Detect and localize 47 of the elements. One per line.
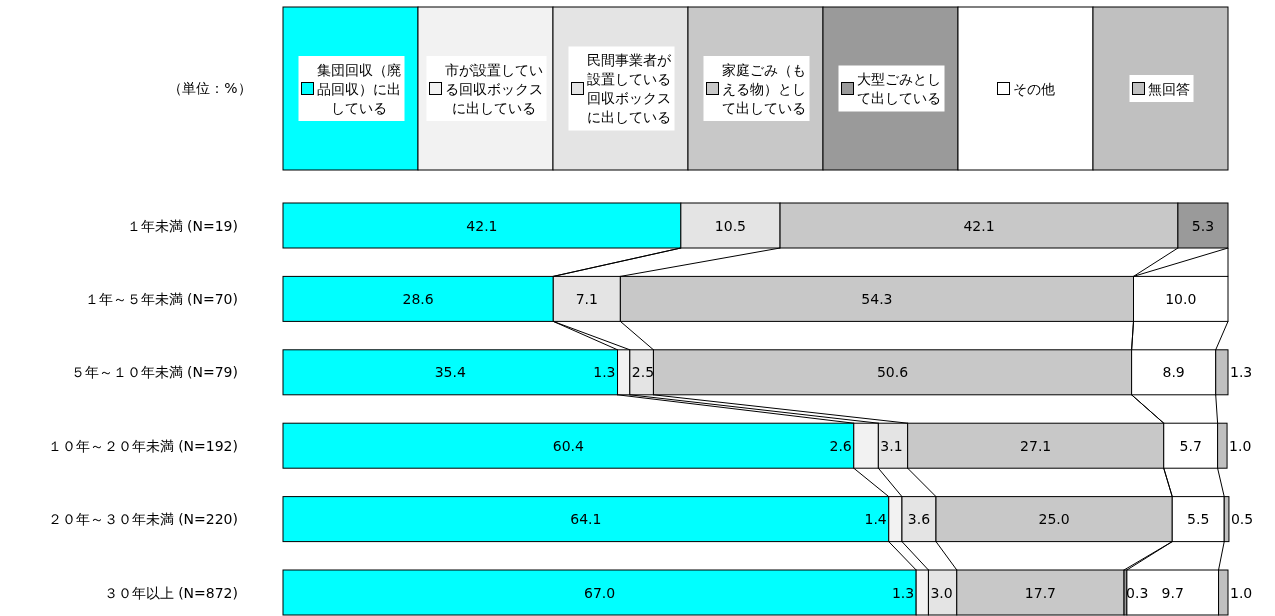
data-label: 1.4 <box>864 511 887 528</box>
data-label: 5.7 <box>1179 437 1202 454</box>
text: （単位：%） <box>168 80 252 96</box>
data-label: 0.3 <box>1126 584 1149 601</box>
data-label: 17.7 <box>1024 584 1056 601</box>
data-label: 10.0 <box>1165 290 1197 307</box>
y-tick-label: ２０年～３０年未満 (N=220) <box>47 511 238 528</box>
data-label: 3.6 <box>907 511 931 528</box>
data-label: 0.5 <box>1230 511 1254 528</box>
data-label: 5.5 <box>1187 511 1210 528</box>
legend-label: 市が設置している回収ボックスに出している <box>444 61 543 116</box>
data-label: 1.0 <box>1229 437 1252 454</box>
data-label: 28.6 <box>402 290 434 307</box>
data-label: 54.3 <box>861 290 893 307</box>
y-tick-label: ３０年以上 (N=872) <box>103 584 238 601</box>
data-label: 42.1 <box>466 217 498 234</box>
data-label: 1.3 <box>891 584 915 601</box>
data-label: 1.0 <box>1230 584 1253 601</box>
data-label: 1.3 <box>1230 364 1253 381</box>
data-label: 42.1 <box>963 217 995 234</box>
data-label: 1.3 <box>593 364 616 381</box>
legend-label: その他 <box>1012 80 1055 97</box>
y-tick-label: ５年～１０年未満 (N=79) <box>70 364 238 381</box>
y-tick-label: １０年～２０年未満 (N=192) <box>47 437 238 454</box>
data-label: 10.5 <box>714 217 747 234</box>
legend-label: 家庭ごみ（もえる物）として出している <box>721 61 806 116</box>
data-label: 2.6 <box>829 437 852 454</box>
data-label: 3.0 <box>930 584 953 601</box>
legend-label: 集団回収（廃品回収）に出している <box>316 61 401 116</box>
legend-label: 無回答 <box>1147 80 1190 97</box>
data-label: 2.5 <box>631 364 655 381</box>
data-label: 64.1 <box>570 511 602 528</box>
data-label: 27.1 <box>1020 437 1052 454</box>
y-tick-label: １年～５年未満 (N=70) <box>84 290 238 307</box>
data-label: 60.4 <box>552 437 585 454</box>
data-label: 50.6 <box>876 364 909 381</box>
data-label: 8.9 <box>1162 364 1185 381</box>
y-tick-label: １年未満 (N=19) <box>126 217 238 234</box>
legend-label: 大型ごみとして出している <box>856 71 941 106</box>
data-label: 3.1 <box>880 437 903 454</box>
data-label: 5.3 <box>1191 217 1215 234</box>
legend-label: 民間事業者が設置している回収ボックスに出している <box>586 52 672 125</box>
data-label: 67.0 <box>583 584 616 601</box>
data-label: 9.7 <box>1161 584 1184 601</box>
data-label: 7.1 <box>575 290 598 307</box>
data-label: 25.0 <box>1038 511 1070 528</box>
data-label: 35.4 <box>434 364 466 381</box>
